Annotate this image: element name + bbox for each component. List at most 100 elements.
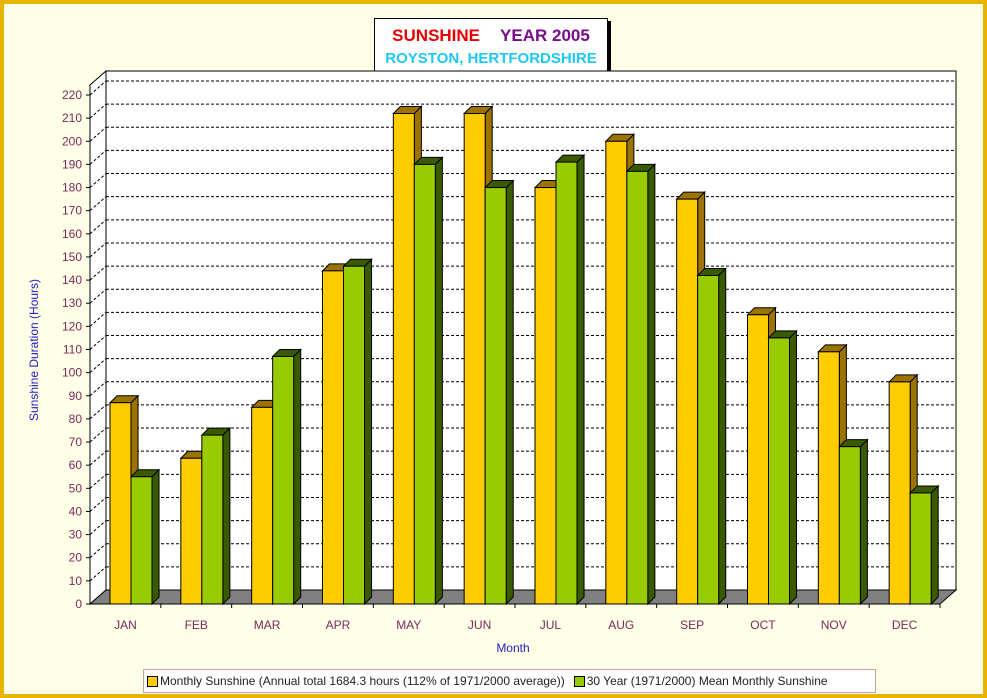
bar-mean-mar [272,355,295,605]
x-tick-label: MAY [396,618,421,632]
gridline-diag [89,358,107,374]
y-tick-label: 170 [62,204,82,218]
bar-monthly-jun [463,113,486,605]
gridline-diag [89,497,107,512]
legend-swatch-monthly [147,675,158,687]
gridline-diag [89,381,107,397]
bar-monthly-aug [605,140,628,605]
bar-mean-nov-side [859,438,868,606]
gridline-diag [89,427,107,443]
gridline-diag [89,288,107,304]
legend-label-monthly: Monthly Sunshine (Annual total 1684.3 ho… [160,674,565,688]
bar-mean-oct-side [789,329,798,606]
bar-mean-dec [909,492,932,605]
chart-title: SUNSHINE YEAR 2005 [375,26,607,46]
y-tick-label: 200 [62,134,82,148]
bar-mean-nov [838,446,861,605]
y-tick-label: 120 [62,319,82,333]
x-tick-label: SEP [680,618,704,632]
gridline-diag [89,566,107,582]
bar-mean-apr [343,265,365,605]
gridline-diag [89,150,107,165]
gridline-diag [89,242,107,258]
chart-subtitle: ROYSTON, HERTFORDSHIRE [385,50,597,67]
bar-mean-oct [768,337,790,605]
chart-title-box: SUNSHINE YEAR 2005 ROYSTON, HERTFORDSHIRE [374,18,608,74]
bar-mean-may [413,163,436,605]
x-tick-label: JAN [114,618,137,632]
gridline-diag [89,520,107,535]
y-tick-label: 130 [62,296,82,310]
x-tick-label: OCT [750,618,776,632]
legend-label-mean: 30 Year (1971/2000) Mean Monthly Sunshin… [586,674,828,688]
title-word-year: YEAR 2005 [500,26,590,45]
bar-mean-mar-side [293,348,302,606]
legend-swatch-mean [573,675,585,687]
y-tick-label: 150 [62,250,82,264]
bar-monthly-feb [180,457,203,605]
bar-mean-sep [697,274,720,605]
y-tick-label: 190 [62,157,82,171]
bar-mean-aug-side [647,163,656,606]
title-word-sunshine: SUNSHINE [392,26,481,45]
bar-monthly-nov [817,351,840,605]
x-tick-label: FEB [185,618,208,632]
y-tick-label: 80 [69,412,83,426]
gridline-diag [89,265,107,281]
gridline-diag [89,103,107,119]
y-tick-label: 40 [69,504,83,518]
x-tick-label: JUN [468,618,491,632]
bar-mean-aug [626,170,649,605]
bar-mean-jun [484,187,507,605]
bar-monthly-apr [322,270,344,605]
gridline-diag [89,311,107,327]
bar-monthly-jul [534,187,557,605]
x-tick-label: DEC [892,618,918,632]
y-tick-label: 160 [62,227,82,241]
x-tick-label: MAR [254,618,281,632]
y-axis-title: Sunshine Duration (Hours) [27,279,41,421]
x-tick-label: APR [326,618,351,632]
bar-mean-sep-side [718,267,727,606]
x-axis-title: Month [496,641,529,655]
bar-mean-may-side [434,156,443,606]
legend-item-mean: 30 Year (1971/2000) Mean Monthly Sunshin… [573,674,828,688]
y-tick-label: 50 [69,481,83,495]
gridline-diag [89,543,107,559]
bar-monthly-may [392,113,415,605]
y-tick-label: 180 [62,181,82,195]
bar-monthly-mar [251,406,274,605]
y-tick-label: 60 [69,458,83,472]
gridline-diag [89,450,107,466]
y-tick-label: 70 [69,435,83,449]
gridline-diag [89,80,107,96]
gridline-diag [89,196,107,212]
y-tick-label: 220 [62,88,82,102]
y-tick-label: 100 [62,366,82,380]
x-tick-label: NOV [821,618,847,632]
y-tick-label: 10 [69,574,83,588]
bar-monthly-dec [888,381,911,605]
y-tick-label: 90 [69,389,83,403]
y-tick-label: 140 [62,273,82,287]
bar-mean-jun-side [505,179,514,606]
back-wall [105,70,957,591]
bar-mean-dec-side [930,484,939,606]
y-tick-label: 110 [63,343,82,357]
gridline-diag [89,404,107,420]
gridline-diag [89,173,107,188]
x-tick-label: JUL [540,618,562,632]
bar-mean-jul [555,161,578,605]
y-tick-label: 20 [69,551,83,565]
bar-mean-jul-side [576,153,585,606]
bar-mean-jan [130,476,153,605]
x-tick-label: AUG [608,618,634,632]
gridline-diag [89,335,107,350]
legend: Monthly Sunshine (Annual total 1684.3 ho… [143,669,876,693]
y-tick-label: 0 [75,597,82,611]
y-tick-label: 30 [69,528,83,542]
y-tick-label: 210 [62,111,82,125]
legend-item-monthly: Monthly Sunshine (Annual total 1684.3 ho… [147,674,565,688]
bar-monthly-sep [676,198,699,605]
